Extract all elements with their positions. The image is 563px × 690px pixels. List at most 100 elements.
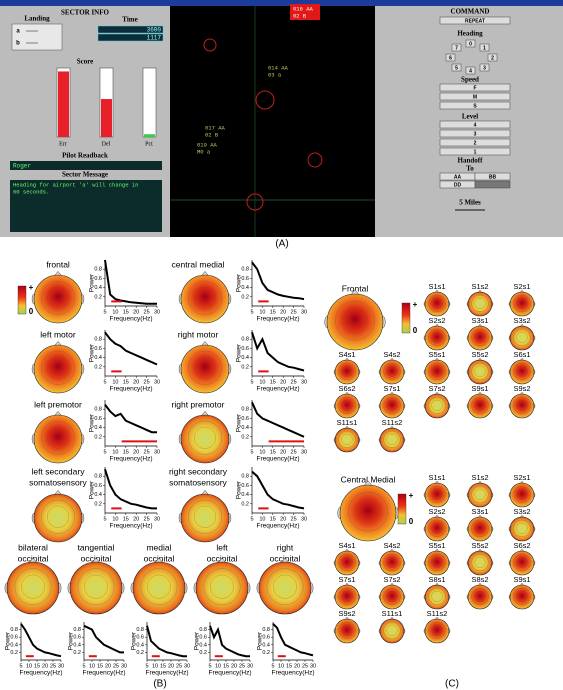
x-tick-label: 20 — [280, 379, 286, 385]
x-tick-label: 15 — [286, 663, 292, 669]
contour — [338, 362, 356, 380]
y-axis-label: Power — [236, 413, 243, 432]
x-tick-label: 20 — [133, 309, 139, 315]
subject-label: S11s2 — [427, 609, 448, 618]
button[interactable] — [439, 129, 511, 138]
subject-label: S9s1 — [471, 384, 488, 393]
panel-label: (A) — [275, 239, 288, 250]
contour — [355, 498, 381, 525]
button-label: 2 — [491, 55, 494, 61]
spectrum-line — [251, 331, 305, 372]
contour — [431, 624, 443, 636]
y-tick-label: 0.4 — [241, 425, 249, 431]
x-tick-label: 5 — [103, 516, 106, 522]
subject-label: S2s2 — [428, 316, 445, 325]
contour — [428, 553, 446, 571]
aircraft-tag: M0 a — [197, 148, 211, 155]
x-tick-label: 30 — [154, 379, 160, 385]
button[interactable] — [474, 172, 511, 181]
label: Time — [122, 16, 137, 24]
y-tick-label: 0.8 — [262, 627, 270, 633]
region-label: medial — [146, 542, 171, 552]
topomap — [467, 550, 493, 576]
x-tick-label: 15 — [270, 379, 276, 385]
button-label: F — [473, 85, 476, 91]
y-tick-label: 0.6 — [241, 346, 249, 352]
x-tick-label: 10 — [259, 379, 265, 385]
contour — [431, 365, 443, 377]
spectrum-line — [104, 331, 158, 366]
spectrum-line — [104, 468, 157, 510]
radar-fix — [203, 38, 217, 52]
contour — [516, 331, 528, 343]
subject-label: S4s2 — [383, 350, 400, 359]
contour — [471, 328, 489, 346]
x-tick-label: 5 — [250, 379, 253, 385]
x-tick-label: 30 — [247, 663, 253, 669]
subject-label: S3s1 — [471, 507, 488, 516]
button[interactable] — [465, 39, 476, 48]
button-label: DD — [454, 182, 462, 188]
x-tick-label: 20 — [280, 449, 286, 455]
button[interactable] — [479, 43, 490, 52]
label: Sector Message — [62, 171, 108, 179]
panel-label: (B) — [153, 679, 166, 690]
contour — [338, 553, 356, 571]
label: Landing — [24, 15, 50, 23]
contour — [21, 574, 45, 599]
contour — [341, 624, 353, 636]
subject-label: S11s1 — [337, 418, 358, 427]
y-tick-label: 0.6 — [199, 635, 207, 641]
button[interactable] — [439, 16, 511, 25]
contour — [47, 426, 69, 449]
topomap — [509, 550, 535, 576]
contour — [516, 297, 528, 309]
button[interactable] — [451, 43, 462, 52]
contour — [341, 556, 353, 568]
contour — [513, 328, 531, 346]
subject-label: S3s2 — [513, 507, 530, 516]
contour — [147, 574, 171, 599]
button[interactable] — [439, 120, 511, 129]
x-tick-label: 15 — [270, 309, 276, 315]
button[interactable] — [479, 63, 490, 72]
x-axis-label: Frequency(Hz) — [110, 456, 153, 463]
topomap — [379, 359, 405, 385]
button[interactable] — [451, 63, 462, 72]
button[interactable] — [439, 101, 511, 110]
contour — [386, 556, 398, 568]
button[interactable] — [474, 180, 511, 189]
button[interactable] — [465, 66, 476, 75]
label: Score — [77, 58, 94, 66]
region-label: right premotor — [172, 399, 225, 409]
button[interactable] — [439, 138, 511, 147]
button-label: 1 — [474, 149, 477, 155]
x-tick-label: 30 — [154, 516, 160, 522]
button-label: 3 — [483, 65, 486, 71]
spectrum-line — [251, 470, 305, 510]
x-tick-label: 10 — [26, 663, 32, 669]
colorbar-label: + — [29, 283, 34, 292]
x-tick-label: 25 — [291, 449, 297, 455]
contour — [428, 485, 446, 503]
score-bar — [101, 99, 112, 137]
contour — [428, 328, 446, 346]
contour — [431, 556, 443, 568]
topomap — [467, 359, 493, 385]
topomap — [467, 584, 493, 610]
x-tick-label: 5 — [250, 309, 253, 315]
topomap — [326, 293, 384, 351]
y-tick-label: 0.8 — [73, 627, 81, 633]
nose — [350, 289, 360, 296]
button[interactable] — [439, 147, 511, 156]
button[interactable] — [439, 83, 511, 92]
nose — [217, 557, 227, 563]
button-label: 4 — [474, 122, 477, 128]
y-tick-label: 0.6 — [73, 635, 81, 641]
radar-fix — [255, 90, 275, 110]
subject-label: S2s1 — [513, 473, 530, 482]
button[interactable] — [445, 53, 456, 62]
button[interactable] — [439, 92, 511, 101]
nose — [54, 341, 62, 346]
button[interactable] — [487, 53, 498, 62]
